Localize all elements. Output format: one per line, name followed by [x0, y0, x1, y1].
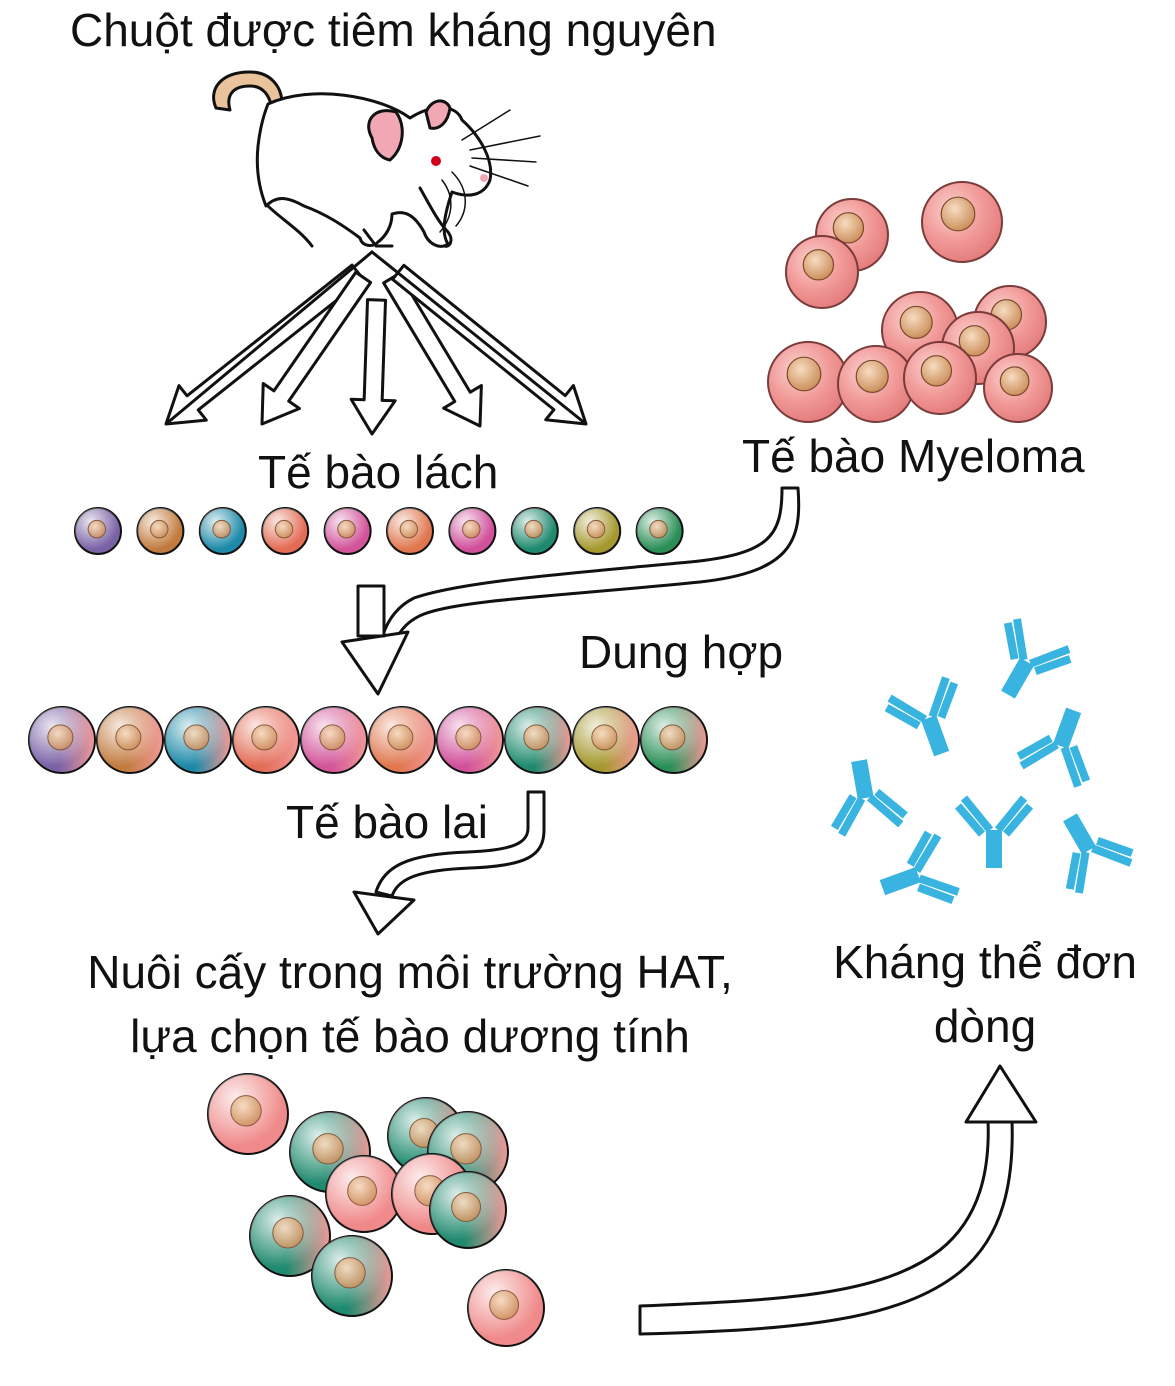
spleen-cell: [573, 507, 622, 555]
hybrid-cell: [368, 706, 436, 774]
antibody-label: Kháng thể đơn dòng: [810, 930, 1160, 1058]
antibody-group: [830, 618, 1134, 905]
hybrid-cell: [164, 706, 232, 774]
antibody-label-line-1: Kháng thể đơn: [833, 936, 1137, 988]
hybrid-cell: [504, 706, 572, 774]
antibody-label-line-2: dòng: [933, 1000, 1037, 1052]
hybrid-cell: [640, 706, 708, 774]
culture-arrow: [352, 790, 546, 936]
antibody-icon: [830, 759, 908, 837]
spleen-cell: [136, 507, 185, 555]
spleen-cell: [635, 507, 684, 555]
mouse-title: Chuột được tiêm kháng nguyên: [70, 4, 717, 56]
clone-cell: [249, 1195, 331, 1277]
antibody-icon: [1016, 707, 1091, 788]
myeloma-cell-cluster: [767, 181, 1053, 423]
spleen-cell: [261, 507, 310, 555]
clone-cell: [467, 1269, 545, 1347]
spleen-arrows: [164, 250, 588, 436]
arrow-wedge: [165, 250, 587, 426]
antibody-icon: [1001, 618, 1072, 699]
culture-label: Nuôi cấy trong môi trường HAT, lựa chọn …: [40, 940, 780, 1068]
spleen-cell: [74, 507, 122, 555]
hybrid-cell: [572, 706, 640, 774]
spleen-cell: [198, 507, 247, 555]
culture-label-line-2: lựa chọn tế bào dương tính: [130, 1010, 690, 1062]
hybrid-cell: [96, 706, 164, 774]
spleen-cell-row: [74, 507, 684, 555]
antibody-icon: [954, 795, 1034, 868]
myeloma-cell: [921, 181, 1003, 263]
myeloma-cell: [983, 353, 1053, 423]
hybrid-cells-label: Tế bào lai: [286, 796, 489, 848]
spleen-cells-label: Tế bào lách: [258, 446, 499, 498]
clone-cell: [311, 1235, 393, 1317]
hybrid-cell: [300, 706, 368, 774]
myeloma-cells-label: Tế bào Myeloma: [742, 430, 1085, 482]
spleen-cell: [386, 507, 434, 555]
positive-clone-cluster: [207, 1073, 545, 1347]
antibody-icon: [1063, 813, 1134, 894]
spleen-cell: [510, 507, 559, 555]
myeloma-cell: [767, 341, 849, 423]
hollow-arrow: [260, 270, 373, 426]
culture-label-line-1: Nuôi cấy trong môi trường HAT,: [87, 946, 733, 998]
fusion-arrow: [340, 486, 801, 696]
clone-cell: [207, 1073, 289, 1155]
hybrid-cell: [436, 706, 504, 774]
antibody-icon: [884, 676, 959, 757]
spleen-cell: [448, 507, 497, 555]
antibody-arrow: [638, 1064, 1038, 1336]
hybrid-cell-row: [28, 706, 708, 774]
hybrid-cell: [28, 706, 96, 774]
hybrid-cell: [232, 706, 300, 774]
antibody-icon: [879, 830, 960, 905]
fusion-label: Dung hợp: [579, 626, 784, 678]
myeloma-cell: [785, 235, 859, 309]
myeloma-cell: [837, 345, 915, 423]
mouse-icon: [212, 70, 541, 248]
hollow-arrow: [349, 298, 397, 436]
clone-cell: [325, 1155, 403, 1233]
clone-cell: [429, 1171, 507, 1249]
spleen-cell: [323, 507, 372, 555]
myeloma-cell: [903, 341, 977, 415]
